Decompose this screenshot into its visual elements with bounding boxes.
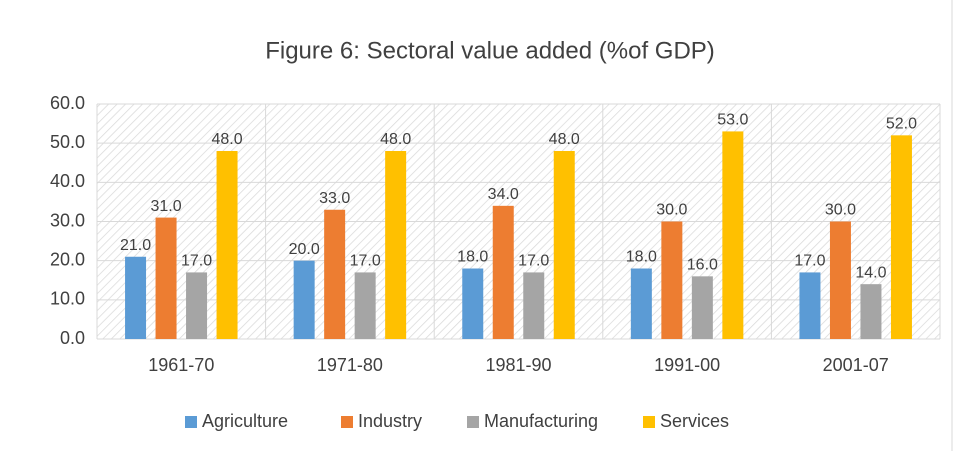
value-label: 33.0: [319, 190, 350, 207]
bar: [293, 260, 315, 339]
bar: [890, 135, 912, 339]
bar: [661, 221, 683, 339]
value-label: 52.0: [886, 116, 917, 133]
chart-title: Figure 6: Sectoral value added (%of GDP): [265, 37, 715, 64]
value-label: 48.0: [380, 131, 411, 148]
y-tick-label: 30.0: [50, 210, 85, 230]
y-tick-label: 20.0: [50, 249, 85, 269]
legend-label: Services: [660, 411, 729, 431]
value-label: 21.0: [120, 237, 151, 254]
legend-swatch: [341, 416, 353, 428]
bar: [799, 272, 821, 339]
value-label: 30.0: [825, 202, 856, 219]
value-label: 17.0: [518, 253, 549, 270]
bar: [216, 151, 238, 339]
bar: [354, 272, 376, 339]
value-label: 14.0: [855, 264, 886, 281]
bar: [553, 151, 575, 339]
value-label: 53.0: [717, 112, 748, 129]
bar: [155, 217, 177, 339]
y-tick-label: 0.0: [60, 328, 85, 348]
legend-label: Agriculture: [202, 411, 288, 431]
x-tick-label: 1961-70: [148, 355, 214, 375]
bar: [186, 272, 208, 339]
legend-swatch: [185, 416, 197, 428]
bar: [630, 268, 652, 339]
bar: [324, 209, 346, 339]
bar: [385, 151, 407, 339]
x-tick-label: 1991-00: [654, 355, 720, 375]
value-label: 17.0: [350, 253, 381, 270]
legend-label: Industry: [358, 411, 422, 431]
value-label: 16.0: [687, 257, 718, 274]
x-tick-label: 1981-90: [485, 355, 551, 375]
value-label: 48.0: [549, 131, 580, 148]
value-label: 17.0: [794, 253, 825, 270]
bar: [125, 256, 147, 339]
value-label: 18.0: [457, 249, 488, 266]
value-label: 17.0: [181, 253, 212, 270]
value-label: 30.0: [656, 202, 687, 219]
bar: [722, 131, 744, 339]
x-tick-label: 1971-80: [317, 355, 383, 375]
bar: [860, 284, 882, 339]
value-label: 31.0: [150, 198, 181, 215]
y-tick-label: 40.0: [50, 171, 85, 191]
y-tick-label: 50.0: [50, 132, 85, 152]
bar: [492, 205, 514, 339]
value-label: 34.0: [488, 186, 519, 203]
y-tick-label: 60.0: [50, 93, 85, 113]
value-label: 20.0: [289, 241, 320, 258]
bar: [829, 221, 851, 339]
bar: [691, 276, 713, 339]
value-label: 48.0: [211, 131, 242, 148]
legend-label: Manufacturing: [484, 411, 598, 431]
legend-swatch: [643, 416, 655, 428]
bar: [523, 272, 545, 339]
x-tick-label: 2001-07: [823, 355, 889, 375]
legend-swatch: [467, 416, 479, 428]
y-tick-label: 10.0: [50, 289, 85, 309]
bar: [462, 268, 484, 339]
value-label: 18.0: [626, 249, 657, 266]
